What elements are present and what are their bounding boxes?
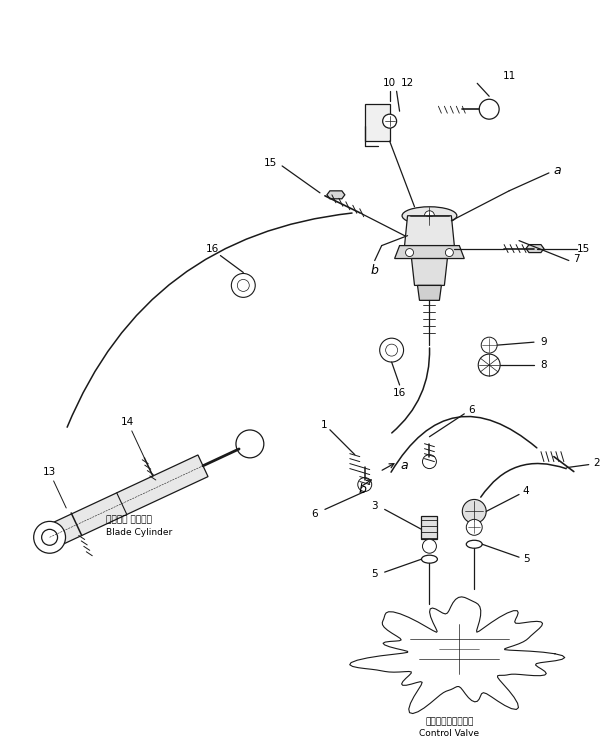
- Text: ブレード シリンダ: ブレード シリンダ: [106, 515, 152, 524]
- Circle shape: [232, 274, 255, 297]
- Text: 11: 11: [503, 72, 516, 81]
- Ellipse shape: [402, 207, 457, 225]
- Text: 10: 10: [383, 78, 396, 88]
- Text: Blade Cylinder: Blade Cylinder: [106, 528, 172, 537]
- Circle shape: [445, 249, 453, 256]
- Text: 12: 12: [401, 78, 414, 88]
- Polygon shape: [350, 597, 565, 713]
- Text: 15: 15: [264, 158, 277, 168]
- Ellipse shape: [421, 555, 437, 563]
- Text: Control Valve: Control Valve: [419, 729, 479, 738]
- Text: a: a: [401, 459, 408, 472]
- Text: 14: 14: [121, 417, 134, 427]
- Text: 6: 6: [312, 510, 318, 520]
- Polygon shape: [327, 191, 345, 199]
- Circle shape: [423, 539, 436, 553]
- Text: 4: 4: [523, 486, 529, 496]
- Text: b: b: [371, 264, 379, 277]
- Circle shape: [383, 114, 397, 128]
- Polygon shape: [421, 516, 437, 539]
- Text: 13: 13: [43, 467, 56, 477]
- Circle shape: [379, 339, 403, 362]
- Text: 7: 7: [573, 253, 580, 264]
- Circle shape: [481, 337, 497, 353]
- Text: 6: 6: [468, 405, 474, 415]
- Circle shape: [236, 430, 264, 458]
- Text: 5: 5: [523, 554, 529, 564]
- Polygon shape: [526, 244, 544, 253]
- Polygon shape: [395, 246, 464, 259]
- Circle shape: [405, 249, 413, 256]
- Text: 5: 5: [371, 569, 378, 579]
- Text: 3: 3: [371, 501, 378, 511]
- Text: 1: 1: [320, 420, 327, 430]
- Circle shape: [358, 477, 371, 492]
- Text: コントロールバルブ: コントロールバルブ: [425, 717, 474, 726]
- Text: 16: 16: [206, 244, 219, 253]
- Circle shape: [423, 455, 436, 468]
- Polygon shape: [411, 259, 447, 286]
- Circle shape: [479, 100, 499, 119]
- Circle shape: [478, 354, 500, 376]
- Ellipse shape: [466, 541, 482, 548]
- Text: 15: 15: [577, 244, 590, 253]
- Circle shape: [424, 211, 434, 221]
- Text: a: a: [553, 164, 561, 177]
- Text: 2: 2: [593, 458, 600, 467]
- Text: 16: 16: [393, 388, 406, 398]
- Circle shape: [34, 521, 65, 553]
- Text: 8: 8: [541, 360, 547, 370]
- Circle shape: [466, 520, 482, 535]
- Polygon shape: [365, 104, 390, 141]
- Polygon shape: [44, 455, 208, 548]
- Text: 9: 9: [541, 337, 547, 347]
- Circle shape: [462, 499, 486, 523]
- Polygon shape: [418, 286, 442, 300]
- Text: b: b: [359, 483, 367, 496]
- Polygon shape: [405, 216, 455, 246]
